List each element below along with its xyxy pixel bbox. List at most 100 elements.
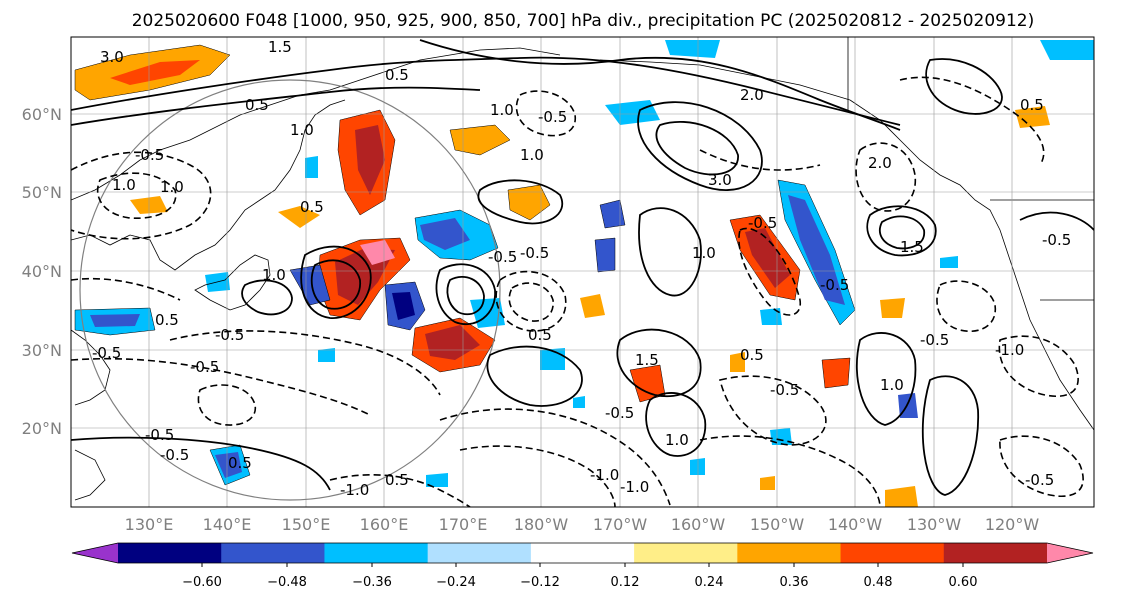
precip-area: [770, 428, 792, 445]
precip-area: [355, 125, 385, 195]
lon-tick-label: 150°E: [282, 515, 331, 534]
contour-label: -0.5: [160, 446, 189, 464]
contour-label: 1.0: [665, 431, 689, 449]
contour-line: [855, 142, 917, 212]
precip-area: [745, 228, 790, 288]
colorbar-tick-label: −0.48: [267, 575, 307, 590]
contour-line: [998, 335, 1079, 397]
lat-tick-label: 20°N: [22, 419, 62, 438]
colorbar-segment: [221, 543, 325, 563]
contour-line: [616, 328, 702, 398]
contour-label: 2.0: [868, 154, 892, 172]
contour-line: [899, 76, 1045, 166]
contour-line: [638, 207, 702, 297]
precip-area: [730, 352, 745, 372]
contour-label: 1.5: [900, 238, 924, 256]
contour-labels: 1.5 0.5 1.0 -0.5 2.0 3.0 -0.5 1.0 -0.5 1…: [92, 38, 1071, 499]
contour-line: [477, 179, 563, 225]
precip-area: [690, 458, 705, 475]
precip-area: [573, 396, 585, 408]
colorbar-segment: [530, 543, 635, 563]
colorbar-segment: [634, 543, 738, 563]
precip-area: [885, 486, 918, 507]
lon-tick-label: 140°E: [203, 515, 252, 534]
contour-line: [197, 384, 256, 426]
contour-line: [300, 245, 372, 319]
colorbar-ticks: −0.60 −0.48 −0.36 −0.24 −0.12 0.12 0.24 …: [182, 575, 977, 590]
precip-area: [425, 325, 480, 360]
contour-label: 0.5: [740, 346, 764, 364]
contour-line: [637, 101, 763, 191]
contour-label: -0.5: [1042, 231, 1071, 249]
contour-line: [655, 121, 739, 176]
contour-line: [878, 215, 925, 250]
contour-label: -0.5: [1025, 471, 1054, 489]
contour-line: [71, 277, 181, 301]
contour-label: 1.0: [520, 146, 544, 164]
precip-shading: [74, 40, 1094, 507]
colorbar-tick-label: 0.12: [611, 575, 640, 590]
contour-label: -0.5: [215, 326, 244, 344]
coastline: [74, 449, 106, 501]
contour-label: -0.5: [520, 244, 549, 262]
contour-label: 1.0: [262, 266, 286, 284]
contour-line: [486, 345, 583, 407]
lat-tick-label: 40°N: [22, 262, 62, 281]
contour-label: 0.5: [245, 96, 269, 114]
colorbar: [71, 542, 1094, 567]
precip-area: [360, 240, 395, 265]
negative-contours: [71, 76, 1084, 507]
precip-area: [605, 100, 660, 125]
precip-area: [507, 184, 551, 221]
contour-label: 3.0: [708, 171, 732, 189]
contour-label: 1.5: [635, 351, 659, 369]
precip-area: [760, 476, 775, 490]
contour-label: 1.0: [160, 178, 184, 196]
colorbar-tick-label: −0.12: [520, 575, 560, 590]
precip-area: [420, 218, 470, 250]
precip-area: [880, 298, 905, 318]
contour-line: [645, 392, 707, 457]
map-background: [71, 37, 1094, 507]
coastline: [71, 47, 561, 201]
precip-area: [821, 357, 851, 389]
contour-line: [459, 445, 616, 507]
colorbar-tick-label: 0.36: [780, 575, 809, 590]
precip-area: [215, 452, 242, 478]
lat-tick-label: 60°N: [22, 105, 62, 124]
contour-line: [738, 227, 801, 316]
contour-line: [508, 282, 554, 322]
coastline: [849, 99, 1094, 431]
colorbar-segment: [840, 543, 945, 563]
contour-line: [699, 435, 881, 507]
precip-area: [426, 473, 448, 487]
colorbar-segment: [943, 543, 1048, 563]
contour-label: -0.5: [190, 358, 219, 376]
lon-tick-label: 160°E: [360, 515, 409, 534]
precip-area: [788, 195, 845, 305]
lon-tick-label: 140°W: [828, 515, 883, 534]
map-title: 2025020600 F048 [1000, 950, 925, 900, 85…: [132, 11, 1035, 31]
contour-line: [419, 39, 901, 131]
contour-label: -0.5: [605, 404, 634, 422]
precip-area: [665, 40, 720, 58]
colorbar-segment: [737, 543, 842, 563]
contour-line: [71, 151, 212, 240]
contour-label: -0.5: [748, 214, 777, 232]
precip-area: [392, 292, 415, 320]
contour-label: 0.5: [228, 454, 252, 472]
map-content: [71, 37, 1094, 507]
lon-tick-label: 130°E: [125, 515, 174, 534]
contour-line: [495, 270, 567, 332]
precip-area: [599, 199, 626, 229]
precip-area: [1040, 40, 1094, 60]
contour-label: 3.0: [100, 48, 124, 66]
coastline: [599, 59, 851, 101]
contour-label: -0.5: [920, 331, 949, 349]
contour-label: -0.5: [538, 108, 567, 126]
contour-label: -1.0: [995, 341, 1024, 359]
contour-label: -1.0: [620, 478, 649, 496]
contour-line: [71, 357, 371, 416]
precip-area: [449, 124, 511, 156]
contour-label: 1.0: [880, 376, 904, 394]
